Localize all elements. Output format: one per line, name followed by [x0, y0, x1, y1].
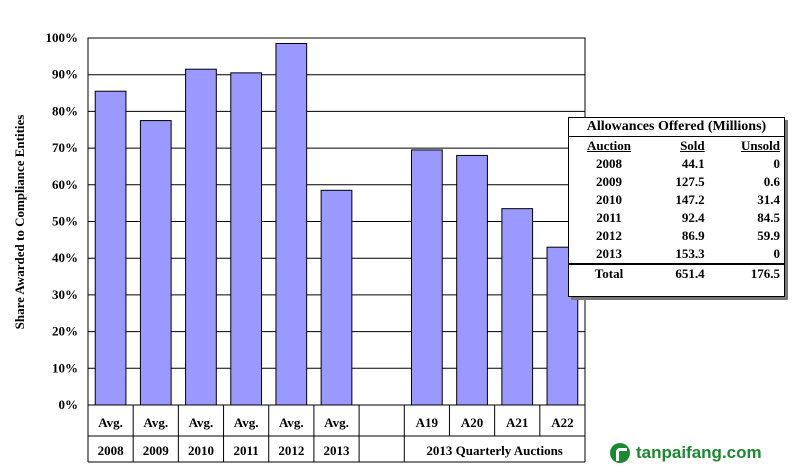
unsold-cell: 0.6: [763, 174, 780, 189]
category-label: A20: [461, 415, 483, 430]
category-label: 2010: [188, 443, 214, 458]
category-label: 2013: [324, 443, 351, 458]
y-tick-label: 10%: [52, 360, 78, 375]
table-row: 2011 92.4 84.5: [569, 209, 784, 227]
category-label: Avg.: [234, 415, 259, 430]
header-sold: Sold: [680, 138, 705, 153]
y-tick-label: 0%: [59, 397, 79, 412]
category-table: Avg. 2008 Avg. 2009 Avg. 2010 Avg. 2011 Avg. 2012…: [87, 405, 586, 463]
table-row: 2012 86.9 59.9: [569, 227, 784, 245]
bar: [94, 90, 127, 406]
table-row: 2010 147.2 31.4: [569, 191, 784, 209]
category-label: A21: [506, 415, 528, 430]
table-grid: Auction Sold Unsold 2008 44.1 0 2009 127.5 0.…: [569, 137, 784, 283]
y-tick-label: 90%: [52, 67, 78, 82]
category-label: A22: [551, 415, 573, 430]
bars: [94, 43, 579, 406]
y-axis-label: Share Awarded to Compliance Entities: [12, 115, 27, 330]
sold-cell: 651.4: [649, 263, 709, 283]
y-tick-label: 70%: [52, 140, 78, 155]
bar: [320, 189, 353, 406]
table-total-row: Total 651.4 176.5: [569, 263, 784, 283]
auction-cell: 2012: [596, 228, 622, 243]
header-auction: Auction: [586, 138, 632, 153]
y-tick-label: 60%: [52, 177, 78, 192]
auction-cell: 2010: [596, 192, 622, 207]
bar: [456, 154, 488, 406]
category-label: Avg.: [143, 415, 168, 430]
allowances-table: Allowances Offered (Millions) Auction So…: [568, 117, 785, 297]
category-label: 2008: [98, 443, 125, 458]
bar: [275, 43, 308, 406]
group-label: 2013 Quarterly Auctions: [426, 443, 563, 458]
y-tick-label: 40%: [52, 250, 78, 265]
category-label: Avg.: [98, 415, 123, 430]
unsold-cell: 84.5: [757, 210, 780, 225]
sold-cell: 127.5: [675, 174, 705, 189]
y-tick-labels: 0% 10% 20% 30% 40% 50% 60% 70% 80% 90% 100%: [46, 30, 79, 412]
auction-cell: Total: [569, 263, 649, 283]
category-label: 2012: [278, 443, 304, 458]
bar: [411, 149, 443, 406]
unsold-cell: 31.4: [757, 192, 780, 207]
category-label: 2009: [143, 443, 170, 458]
sold-cell: 147.2: [675, 192, 705, 207]
sold-cell: 92.4: [681, 210, 705, 225]
unsold-cell: 59.9: [757, 228, 780, 243]
watermark-logo: tanpaifang.com: [610, 440, 762, 466]
bar: [501, 208, 534, 406]
sold-cell: 86.9: [681, 228, 705, 243]
category-label: Avg.: [279, 415, 304, 430]
header-unsold: Unsold: [740, 138, 780, 153]
category-label: Avg.: [189, 415, 214, 430]
leaf-logo-icon: [610, 443, 630, 463]
y-tick-label: 100%: [46, 30, 79, 45]
sold-cell: 44.1: [681, 156, 705, 171]
bar: [185, 68, 217, 406]
category-label: A19: [416, 415, 439, 430]
auction-cell: 2009: [596, 174, 622, 189]
table-header-row: Auction Sold Unsold: [569, 137, 784, 155]
table-row: 2008 44.1 0: [569, 155, 784, 173]
y-tick-label: 50%: [52, 214, 78, 229]
category-label: 2011: [233, 443, 258, 458]
y-tick-label: 80%: [52, 103, 78, 118]
sold-cell: 153.3: [675, 246, 705, 261]
unsold-cell: 0: [773, 156, 781, 171]
table-row: 2013 153.3 0: [569, 245, 784, 264]
unsold-cell: 0: [773, 246, 781, 261]
bar: [139, 120, 172, 406]
category-label: Avg.: [324, 415, 349, 430]
table-row: 2009 127.5 0.6: [569, 173, 784, 191]
auction-cell: 2008: [596, 156, 622, 171]
watermark-text: tanpaifang.com: [636, 443, 762, 462]
table-title: Allowances Offered (Millions): [569, 118, 784, 137]
unsold-cell: 176.5: [708, 263, 784, 283]
y-tick-label: 30%: [52, 287, 78, 302]
auction-cell: 2013: [596, 246, 622, 261]
y-tick-label: 20%: [52, 324, 78, 339]
bar: [230, 72, 262, 406]
auction-cell: 2011: [596, 210, 622, 225]
